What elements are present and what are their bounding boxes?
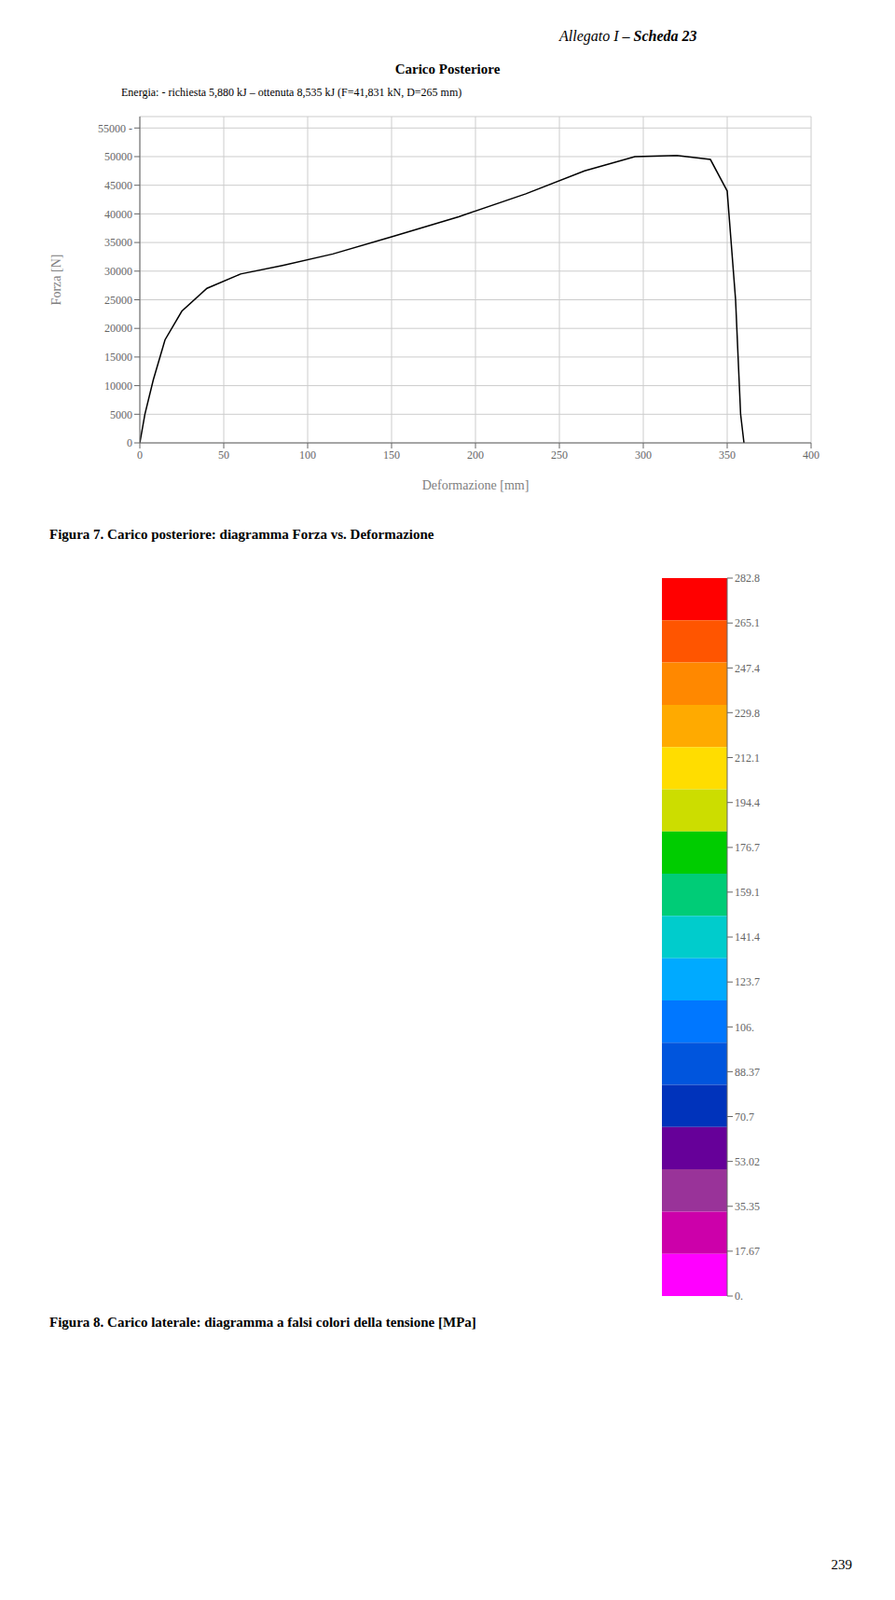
svg-text:50: 50 — [218, 448, 230, 462]
html-text:Allegato I – Scheda 23: Allegato I – Scheda 23 — [559, 27, 697, 44]
svg-text:20000: 20000 — [104, 321, 133, 335]
svg-text:0: 0 — [126, 436, 133, 450]
svg-text:229.8: 229.8 — [734, 706, 760, 720]
svg-text:300: 300 — [634, 448, 652, 462]
svg-text:53.02: 53.02 — [734, 1155, 760, 1169]
svg-text:5000: 5000 — [110, 408, 133, 422]
svg-text:55000 -: 55000 - — [97, 122, 133, 136]
svg-text:15000: 15000 — [104, 350, 133, 364]
svg-text:282.8: 282.8 — [734, 571, 760, 585]
html-text:239: 239 — [831, 1556, 853, 1572]
svg-text:176.7: 176.7 — [734, 840, 760, 854]
svg-text:40000: 40000 — [104, 207, 133, 221]
svg-text:25000: 25000 — [104, 293, 133, 307]
svg-text:159.1: 159.1 — [734, 885, 760, 899]
svg-text:212.1: 212.1 — [734, 751, 760, 765]
svg-text:350: 350 — [718, 448, 736, 462]
svg-text:Deformazione [mm]: Deformazione [mm] — [422, 478, 530, 493]
svg-text:123.7: 123.7 — [734, 975, 760, 989]
svg-text:250: 250 — [550, 448, 568, 462]
svg-text:10000: 10000 — [104, 379, 133, 393]
svg-text:35000: 35000 — [104, 235, 133, 249]
svg-text:100: 100 — [299, 448, 317, 462]
svg-text:400: 400 — [802, 448, 820, 462]
svg-text:Forza [N]: Forza [N] — [49, 254, 64, 306]
svg-text:88.37: 88.37 — [734, 1065, 760, 1079]
svg-text:45000: 45000 — [104, 179, 133, 193]
svg-text:194.4: 194.4 — [734, 796, 760, 810]
svg-text:265.1: 265.1 — [734, 616, 760, 630]
svg-text:106.: 106. — [734, 1020, 755, 1034]
svg-text:50000: 50000 — [104, 150, 133, 164]
svg-text:0.: 0. — [734, 1289, 744, 1303]
html-text:Figura 7. Carico posteriore: d: Figura 7. Carico posteriore: diagramma F… — [49, 526, 434, 542]
html-text:Energia: - richiesta 5,880 kJ: Energia: - richiesta 5,880 kJ – ottenuta… — [121, 85, 462, 99]
svg-text:247.4: 247.4 — [734, 661, 760, 675]
svg-text:35.35: 35.35 — [734, 1199, 760, 1213]
html-text:Figura 8. Carico laterale: dia: Figura 8. Carico laterale: diagramma a f… — [49, 1314, 477, 1330]
svg-text:70.7: 70.7 — [734, 1110, 755, 1124]
svg-text:30000: 30000 — [104, 264, 133, 278]
html-text:Carico Posteriore: Carico Posteriore — [395, 61, 500, 77]
svg-text:17.67: 17.67 — [734, 1244, 760, 1258]
svg-text:150: 150 — [383, 448, 400, 462]
svg-text:0: 0 — [137, 448, 143, 462]
svg-text:200: 200 — [467, 448, 484, 462]
svg-text:141.4: 141.4 — [734, 930, 760, 944]
